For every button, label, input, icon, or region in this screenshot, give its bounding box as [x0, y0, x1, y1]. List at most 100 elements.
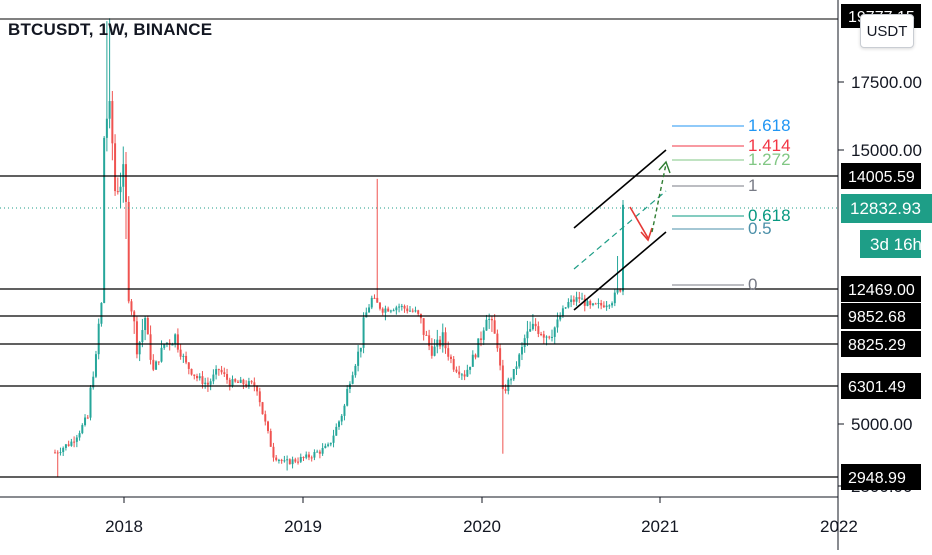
candle-body — [520, 346, 523, 355]
candle-body — [144, 318, 147, 331]
candle-body — [581, 298, 584, 300]
candle-body — [92, 376, 95, 388]
candle-body — [329, 442, 332, 445]
candle-body — [597, 303, 600, 305]
candle-body — [507, 379, 510, 391]
candle-body — [526, 331, 529, 339]
candle-body — [86, 417, 89, 419]
candle-body — [231, 379, 234, 387]
level-price-tag — [841, 163, 921, 189]
candle-body — [313, 452, 316, 458]
level-price-tag-label: 2948.99 — [848, 470, 906, 487]
candle-body — [187, 362, 190, 369]
candle-body — [157, 361, 160, 363]
candle-body — [619, 289, 622, 292]
candle-body — [575, 297, 578, 302]
level-price-tag-label: 9852.68 — [848, 309, 906, 326]
candle-body — [365, 312, 368, 318]
current-price-tag-label: 12832.93 — [850, 199, 921, 218]
candle-body — [501, 365, 504, 390]
candle-body — [305, 454, 308, 458]
time-tick-label: 2020 — [463, 517, 501, 536]
candle-body — [482, 330, 485, 340]
candle-body — [97, 323, 100, 355]
candle-body — [264, 414, 267, 422]
candle-body — [100, 302, 103, 324]
level-price-tag-label: 6301.49 — [848, 379, 906, 396]
candle-body — [458, 371, 461, 375]
candle-body — [406, 308, 409, 312]
candle-body — [600, 303, 603, 306]
level-price-tag-label: 8825.29 — [848, 337, 906, 354]
candle-body — [84, 417, 87, 426]
candle-body — [299, 456, 302, 462]
candle-body — [242, 379, 245, 385]
candle-body — [258, 391, 261, 403]
candle-body — [381, 308, 384, 313]
candle-body — [567, 302, 570, 308]
candle-body — [559, 315, 562, 320]
candle-body — [78, 433, 81, 438]
candle-body — [70, 441, 73, 446]
candle-body — [586, 301, 589, 306]
level-price-tag — [841, 464, 921, 490]
candle-body — [523, 338, 526, 347]
candle-body — [368, 307, 371, 313]
candle-body — [105, 118, 108, 138]
candle-body — [64, 444, 67, 448]
price-tick-label: 5000.00 — [851, 415, 912, 434]
candle-body — [138, 342, 141, 355]
candle-body — [398, 306, 401, 308]
candle-body — [204, 382, 207, 384]
candle-body — [56, 452, 59, 454]
channel-lower-line — [573, 231, 667, 311]
candle-body — [228, 379, 231, 387]
candle-body — [441, 332, 444, 347]
candle-body — [190, 368, 193, 375]
fib-label: 1.618 — [748, 116, 791, 135]
candle-body — [572, 299, 575, 302]
candle-body — [493, 320, 496, 334]
currency-button[interactable]: USDT — [860, 14, 914, 48]
candle-body — [351, 375, 354, 384]
candle-body — [332, 435, 335, 443]
candle-body — [529, 329, 532, 332]
candle-body — [340, 415, 343, 422]
candle-body — [378, 302, 381, 309]
candle-body — [94, 354, 97, 377]
candle-body — [583, 298, 586, 306]
candle-body — [335, 426, 338, 436]
candle-body — [125, 164, 127, 202]
candle-body — [193, 374, 196, 376]
level-price-tag — [841, 276, 921, 302]
candle-body — [116, 191, 119, 193]
ascending-channel — [573, 149, 671, 311]
candle-body — [179, 349, 182, 357]
horizontal-levels — [0, 18, 838, 478]
candle-body — [111, 101, 114, 144]
price-axis: 17500.0015000.005000.002500.0019777.1514… — [837, 0, 932, 550]
candle-body — [512, 368, 515, 380]
candle-body — [256, 386, 259, 392]
time-tick-label: 2021 — [641, 517, 679, 536]
candle-body — [534, 323, 537, 327]
candle-body — [171, 344, 174, 346]
candle-body — [425, 334, 428, 336]
candle-body — [114, 143, 117, 192]
candle-body — [54, 452, 56, 454]
candle-body — [212, 374, 215, 382]
candle-body — [215, 369, 218, 375]
candle-body — [103, 137, 106, 303]
candle-body — [389, 310, 392, 312]
candle-body — [591, 303, 594, 306]
candle-body — [556, 319, 559, 328]
candle-body — [411, 310, 414, 312]
candle-body — [551, 336, 553, 338]
candle-body — [433, 346, 436, 356]
candle-body — [449, 356, 452, 359]
candle-body — [447, 348, 450, 357]
candle-body — [542, 334, 545, 338]
candle-body — [474, 354, 477, 358]
